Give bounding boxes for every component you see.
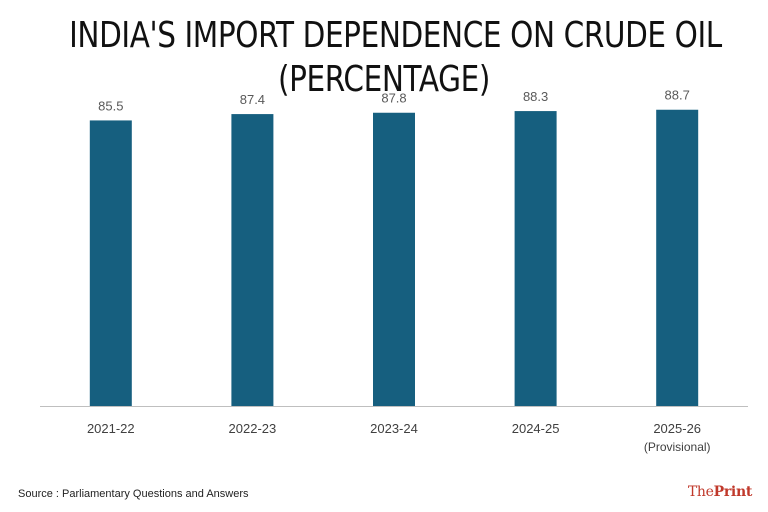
x-tick-note-2025-26: (Provisional) [644,440,711,454]
bar-2023-24 [373,112,415,407]
bar-2025-26 [656,109,699,406]
data-label-2024-25: 88.3 [523,89,548,104]
bar-chart: 85.5 2021-22 87.4 2022-23 87.8 2023-24 88.3 202… [40,88,748,454]
bar-2021-22 [89,120,132,407]
chart-title: INDIA'S IMPORT DEPENDENCE ON CRUDE OIL (… [69,14,722,102]
source-note: Source : Parliamentary Questions and Ans… [18,488,249,500]
x-tick-label-2021-22: 2021-22 [87,421,135,436]
x-tick-label-2023-24: 2023-24 [370,421,418,436]
x-tick-label-2025-26: 2025-26 [653,421,701,436]
data-label-2021-22: 85.5 [98,98,123,113]
data-label-2023-24: 87.8 [381,91,406,106]
data-label-2022-23: 87.4 [240,92,265,107]
chart-title-line-2: (PERCENTAGE) [278,59,490,100]
x-tick-label-2022-23: 2022-23 [229,421,277,436]
data-label-2025-26: 88.7 [665,88,690,103]
chart-title-line-1: INDIA'S IMPORT DEPENDENCE ON CRUDE OIL [69,15,722,56]
x-tick-label-2024-25: 2024-25 [512,421,560,436]
logo-print: Print [713,484,753,500]
bar-2024-25 [514,111,557,406]
logo-the: The [687,484,714,500]
bar-2022-23 [231,114,274,407]
theprint-logo: ThePrint [688,484,752,500]
